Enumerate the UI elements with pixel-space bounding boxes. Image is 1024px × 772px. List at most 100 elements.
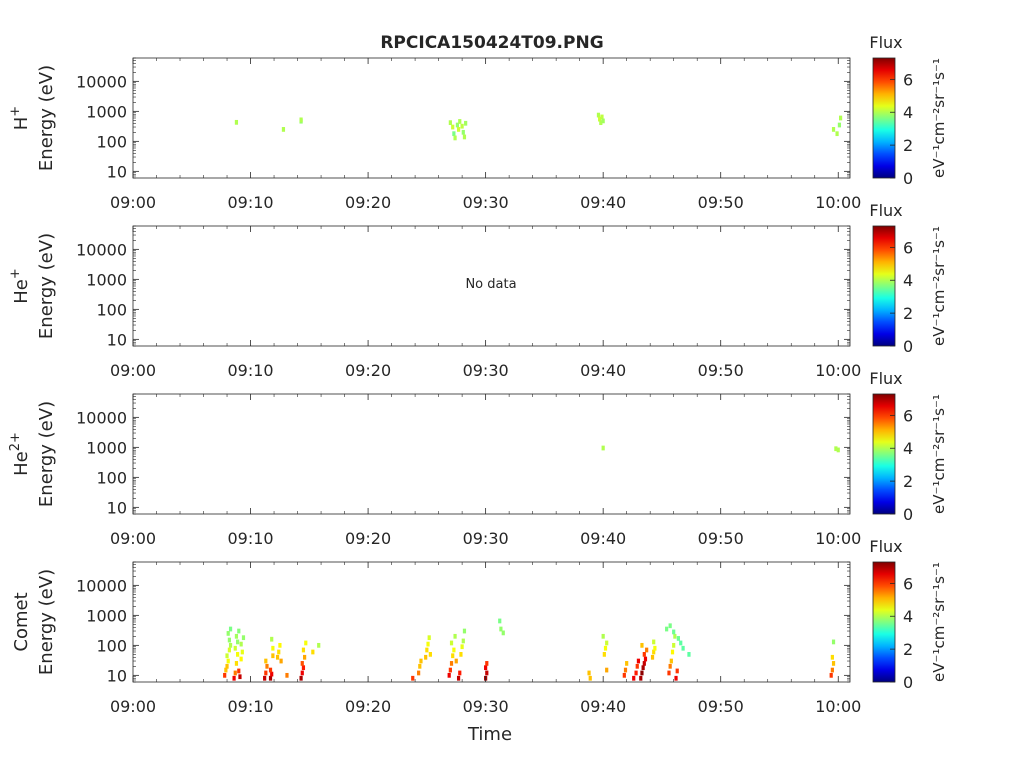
x-tick-label: 09:40 <box>580 361 626 380</box>
data-cell <box>668 623 672 629</box>
data-cell <box>301 647 306 653</box>
data-cell <box>265 663 269 669</box>
x-tick-label: 09:10 <box>227 193 273 212</box>
data-cell <box>317 642 321 648</box>
colorbar-tick-label: 4 <box>903 607 913 626</box>
panel-he-plus: 09:00 09:10 09:20 09:30 09:40 09:50 10:00 10 100… <box>8 201 948 380</box>
data-cell <box>830 654 834 660</box>
data-cell <box>461 129 465 135</box>
colorbar-title: Flux <box>869 537 902 556</box>
y-tick-label: 1000 <box>86 606 127 625</box>
x-tick-label: 09:40 <box>580 697 626 716</box>
colorbar-tick-label: 4 <box>903 103 913 122</box>
plot-frame <box>132 561 851 683</box>
data-cell <box>264 670 268 676</box>
data-cell <box>227 637 231 643</box>
data-cell <box>268 667 273 673</box>
data-cell <box>270 636 274 642</box>
data-cell <box>234 661 239 666</box>
data-cell <box>458 670 462 676</box>
data-cell <box>836 447 840 453</box>
species-label: H+ <box>8 106 32 130</box>
data-cell <box>462 134 467 140</box>
colorbar-tick-label: 4 <box>903 271 913 290</box>
data-cell <box>270 671 274 677</box>
data-cell <box>419 658 423 664</box>
data-cell <box>498 618 502 624</box>
x-tick-label: 09:00 <box>110 193 156 212</box>
colorbar-tick-label: 2 <box>903 304 913 323</box>
data-cell <box>456 127 461 132</box>
x-tick-label: 09:40 <box>580 193 626 212</box>
data-cell <box>635 663 639 669</box>
data-cell <box>625 661 629 666</box>
data-cell <box>454 658 458 664</box>
data-cell <box>667 670 671 676</box>
data-cell <box>275 654 280 660</box>
colorbar-tick-label: 0 <box>903 673 913 692</box>
colorbar-unit-label: eV⁻¹cm⁻²sr⁻¹s⁻¹ <box>930 58 948 178</box>
data-cell <box>449 640 454 646</box>
data-cell <box>278 642 282 648</box>
data-cell <box>668 663 672 669</box>
colorbar-tick-label: 2 <box>903 640 913 659</box>
data-cell <box>623 667 628 673</box>
data-cell <box>601 445 605 451</box>
plot-frame <box>132 393 851 515</box>
x-tick-label: 09:20 <box>345 193 391 212</box>
data-cell <box>670 649 675 655</box>
colorbar-tick-label: 6 <box>903 574 913 593</box>
species-label: He2+ <box>8 432 32 476</box>
data-cell <box>427 635 431 641</box>
data-cell <box>639 675 643 681</box>
data-cell <box>239 656 243 662</box>
y-tick-label: 10 <box>107 162 127 181</box>
data-cell <box>641 665 645 671</box>
data-cell <box>426 641 430 647</box>
data-cell <box>225 663 229 669</box>
data-cell <box>285 672 289 678</box>
x-tick-label: 09:50 <box>698 361 744 380</box>
data-cell <box>452 647 456 653</box>
x-tick-label: 09:20 <box>345 529 391 548</box>
data-cell <box>462 628 467 634</box>
data-cell <box>835 131 839 137</box>
y-tick-label: 100 <box>96 636 127 655</box>
data-cell <box>603 645 608 651</box>
data-cell <box>451 653 455 659</box>
data-cell <box>640 670 644 676</box>
colorbar-unit-label: eV⁻¹cm⁻²sr⁻¹s⁻¹ <box>930 394 948 514</box>
data-cell <box>464 120 468 126</box>
y-tick-label: 100 <box>96 468 127 487</box>
y-axis-label: Energy (eV) <box>36 569 57 675</box>
data-cell <box>299 117 303 123</box>
data-cell <box>225 653 229 659</box>
colorbar-tick-label: 0 <box>903 169 913 188</box>
data-cell <box>237 668 241 674</box>
data-cell <box>673 633 677 639</box>
data-cell <box>460 644 464 650</box>
y-axis-label: Energy (eV) <box>36 401 57 507</box>
colorbar-tick-label: 2 <box>903 136 913 155</box>
data-cell <box>599 120 603 126</box>
data-cell <box>672 629 676 635</box>
x-tick-label: 09:20 <box>345 361 391 380</box>
data-cell <box>239 641 243 647</box>
data-cell <box>837 122 842 128</box>
colorbar-tick-label: 6 <box>903 238 913 257</box>
data-cell <box>301 665 306 671</box>
colorbar-unit-label: eV⁻¹cm⁻²sr⁻¹s⁻¹ <box>930 226 948 346</box>
data-cell <box>643 656 648 662</box>
x-tick-label: 09:40 <box>580 529 626 548</box>
data-cell <box>223 672 227 678</box>
y-tick-label: 10 <box>107 330 127 349</box>
colorbar-tick-label: 4 <box>903 439 913 458</box>
y-tick-label: 10000 <box>76 72 127 91</box>
data-cell <box>460 123 464 129</box>
x-tick-label: 09:10 <box>227 361 273 380</box>
x-tick-label: 10:00 <box>815 697 861 716</box>
x-tick-label: 09:30 <box>463 193 509 212</box>
x-tick-label: 09:20 <box>345 697 391 716</box>
data-cell <box>226 631 230 636</box>
